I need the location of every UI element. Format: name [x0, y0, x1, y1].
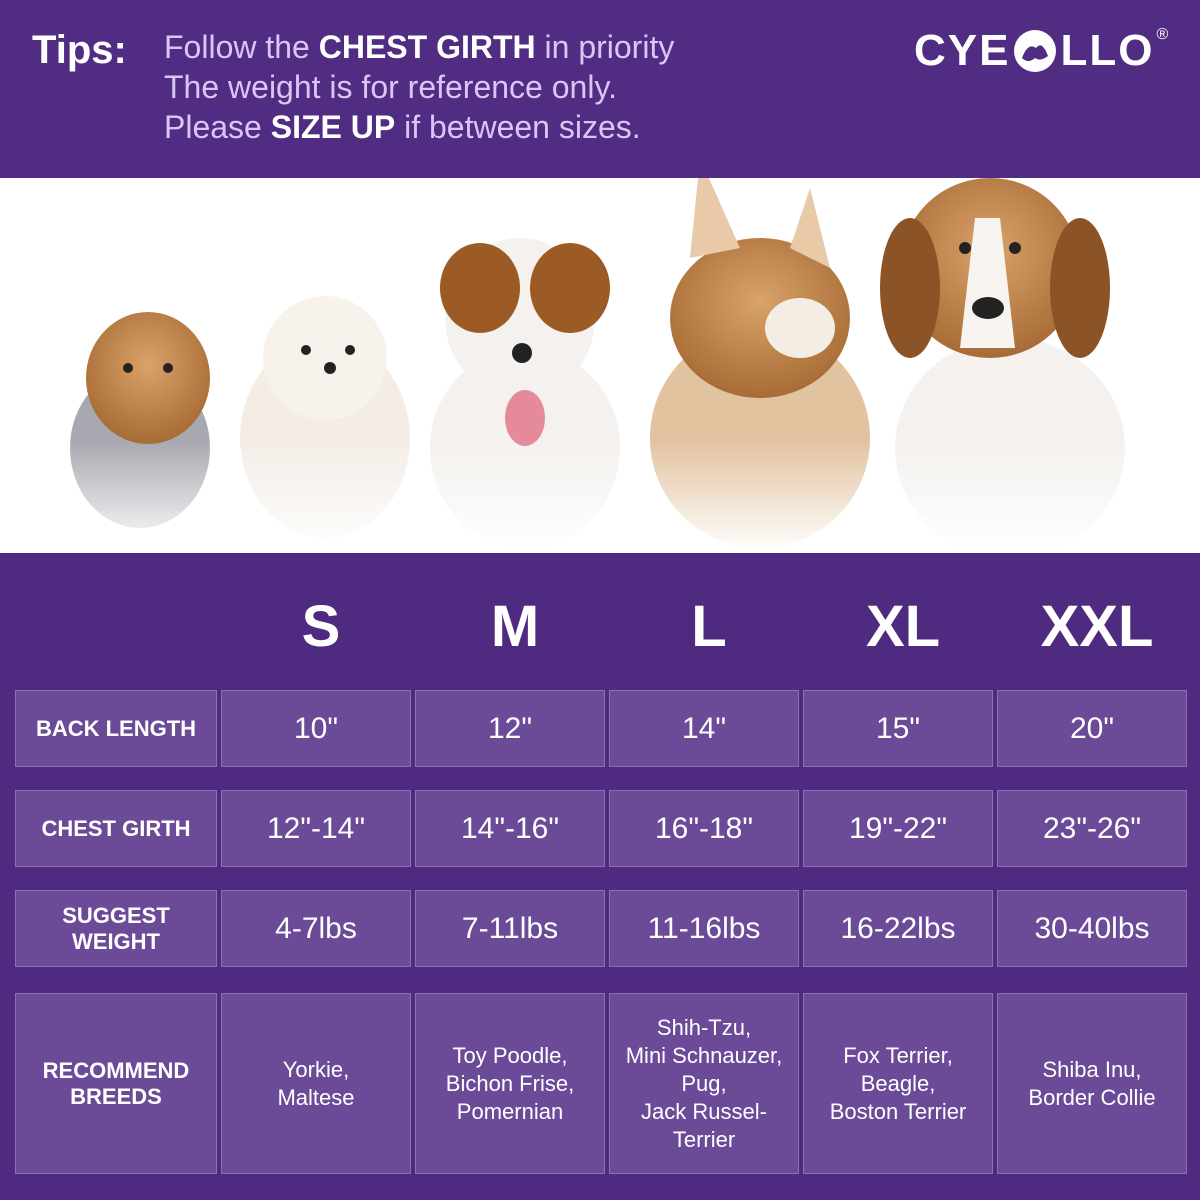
cell-text: Yorkie, — [282, 1056, 350, 1082]
cell-text: Pomernian — [456, 1098, 564, 1124]
tips-text: in priority — [535, 29, 675, 65]
row-label: BACK LENGTH — [15, 690, 217, 767]
tips-text: if between sizes. — [395, 109, 641, 145]
size-header: M — [490, 594, 540, 659]
cell-text: 23"-26" — [1042, 811, 1142, 845]
tips-text: Follow the — [164, 29, 319, 65]
cell-text: 15" — [875, 711, 921, 745]
logo-text: CYE — [914, 26, 1011, 75]
table-cell: 11-16lbs — [609, 890, 799, 967]
table-cell: Shiba Inu, Border Collie — [997, 993, 1187, 1174]
table-cell: 12"-14" — [221, 790, 411, 867]
size-header: L — [691, 594, 727, 659]
table-cell: 19"-22" — [803, 790, 993, 867]
tips-line: The weight is for reference only. — [164, 67, 674, 107]
cell-text: Terrier — [672, 1126, 736, 1152]
cell-text: RECOMMEND — [42, 1057, 190, 1083]
cell-text: 10" — [293, 711, 339, 745]
logo-text: LLO — [1060, 26, 1155, 75]
cell-text: Bichon Frise, — [445, 1070, 575, 1096]
size-header: S — [301, 594, 341, 659]
table-cell: 4-7lbs — [221, 890, 411, 967]
size-table: S M L XL XXL BACK LENGTH 10" 12" 14" 15" 20" CHEST … — [0, 553, 1200, 1200]
row-label: CHEST GIRTH — [15, 790, 217, 867]
table-cell: 14"-16" — [415, 790, 605, 867]
cell-text: Shiba Inu, — [1042, 1056, 1142, 1082]
table-cell: Shih-Tzu, Mini Schnauzer, Pug, Jack Russel-… — [609, 993, 799, 1174]
tips-text: SIZE UP — [270, 109, 396, 145]
cell-text: SUGGEST WEIGHT — [62, 902, 170, 954]
tips-label: Tips: — [32, 28, 127, 72]
cell-text: Jack Russel- — [641, 1098, 767, 1124]
cell-text: 11-16lbs — [647, 911, 761, 945]
cell-text: 30-40lbs — [1034, 911, 1150, 945]
cell-text: 16-22lbs — [840, 911, 956, 945]
logo-mark: ® — [1156, 26, 1171, 43]
table-cell: 16-22lbs — [803, 890, 993, 967]
cell-text: Border Collie — [1028, 1084, 1156, 1110]
cell-text: 12"-14" — [266, 811, 366, 845]
table-cell: Fox Terrier, Beagle, Boston Terrier — [803, 993, 993, 1174]
cell-text: 12" — [487, 711, 533, 745]
tips-line: Follow the CHEST GIRTH in priority — [164, 27, 674, 67]
table-cell: Yorkie, Maltese — [221, 993, 411, 1174]
tips: Follow the CHEST GIRTH in priority The we… — [164, 27, 674, 147]
table-cell: 7-11lbs — [415, 890, 605, 967]
tips-line: Please SIZE UP if between sizes. — [164, 107, 674, 147]
table-cell: 20" — [997, 690, 1187, 767]
table-cell: 30-40lbs — [997, 890, 1187, 967]
cell-text: Fox Terrier, — [843, 1042, 953, 1068]
cell-text: Mini Schnauzer, — [625, 1042, 783, 1068]
cell-text: 14"-16" — [460, 811, 560, 845]
cell-text: 20" — [1069, 711, 1115, 745]
table-cell: 10" — [221, 690, 411, 767]
dog-photo — [0, 178, 1200, 553]
table-cell: 23"-26" — [997, 790, 1187, 867]
cell-text: Toy Poodle, — [452, 1042, 568, 1068]
tips-text: The weight is for reference only. — [164, 69, 617, 105]
tips-text: Please — [164, 109, 271, 145]
tips-text: CHEST GIRTH — [318, 29, 536, 65]
table-cell: 15" — [803, 690, 993, 767]
cell-text: Shih-Tzu, — [656, 1014, 752, 1040]
cell-text: Maltese — [277, 1084, 355, 1110]
table-cell: Toy Poodle, Bichon Frise, Pomernian — [415, 993, 605, 1174]
row-label: RECOMMEND BREEDS — [15, 993, 217, 1174]
header: Tips: Follow the CHEST GIRTH in priority… — [0, 0, 1200, 178]
cell-text: 19"-22" — [848, 811, 948, 845]
cell-text: BACK LENGTH — [35, 715, 197, 741]
table-cell: 14" — [609, 690, 799, 767]
row-label: SUGGEST WEIGHT — [15, 890, 217, 967]
cell-text: BREEDS — [70, 1083, 162, 1109]
size-header: XXL — [1040, 594, 1154, 659]
cell-text: Pug, — [681, 1070, 727, 1096]
cell-text: Boston Terrier — [829, 1098, 967, 1124]
cell-text: 4-7lbs — [275, 911, 357, 945]
cell-text: CHEST GIRTH — [41, 815, 191, 841]
logo-icon — [1014, 30, 1057, 72]
table-cell: 12" — [415, 690, 605, 767]
size-header: XL — [865, 594, 941, 659]
cell-text: 14" — [681, 711, 727, 745]
logo: CYE LLO ® — [914, 26, 1170, 76]
cell-text: Beagle, — [860, 1070, 936, 1096]
cell-text: 16"-18" — [654, 811, 754, 845]
cell-text: 7-11lbs — [461, 911, 559, 945]
table-cell: 16"-18" — [609, 790, 799, 867]
